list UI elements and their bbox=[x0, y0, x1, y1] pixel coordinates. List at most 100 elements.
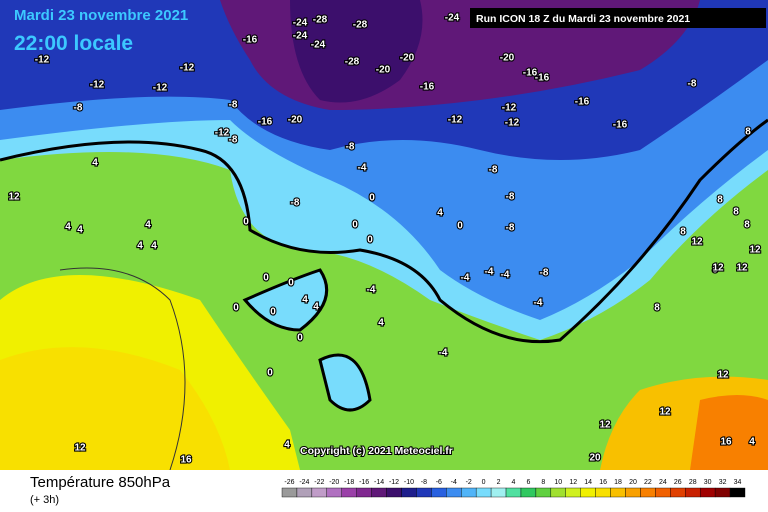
scale-swatch bbox=[670, 487, 686, 498]
isotherm-label: -16 bbox=[420, 82, 435, 93]
isotherm-label: -4 bbox=[501, 270, 510, 281]
scale-swatch bbox=[490, 487, 507, 498]
scale-label: 14 bbox=[584, 479, 592, 486]
isotherm-label: 4 bbox=[137, 241, 143, 252]
isotherm-label: -16 bbox=[243, 35, 258, 46]
scale-swatch bbox=[640, 487, 656, 498]
scale-swatch bbox=[356, 487, 372, 498]
hot-area bbox=[690, 395, 768, 470]
isotherm-label: -12 bbox=[180, 63, 195, 74]
map-date: Mardi 23 novembre 2021 bbox=[14, 7, 188, 24]
isotherm-label: -12 bbox=[35, 55, 50, 66]
isotherm-label: 8 bbox=[717, 195, 723, 206]
isotherm-label: 0 bbox=[457, 221, 463, 232]
isotherm-label: 12 bbox=[736, 263, 748, 274]
isotherm-label: 0 bbox=[288, 278, 294, 289]
isotherm bbox=[59, 267, 186, 471]
isotherm-label: -8 bbox=[346, 142, 355, 153]
scale-label: -18 bbox=[344, 479, 354, 486]
isotherm-label: 4 bbox=[77, 225, 83, 236]
scale-swatch bbox=[729, 487, 746, 498]
scale-swatch bbox=[371, 487, 387, 498]
isotherm-label: 4 bbox=[284, 440, 290, 451]
scale-swatch bbox=[446, 487, 462, 498]
isotherm-label: -12 bbox=[215, 128, 230, 139]
scale-label: -24 bbox=[299, 479, 309, 486]
isotherm-label: -8 bbox=[688, 79, 697, 90]
isotherm-label: 0 bbox=[352, 220, 358, 231]
isotherm-label: 20 bbox=[589, 453, 601, 464]
copyright: Copyright (c) 2021 Meteociel.fr bbox=[300, 445, 453, 457]
isotherm-label: -8 bbox=[74, 103, 83, 114]
isotherm-label: 16 bbox=[720, 437, 732, 448]
scale-swatch bbox=[699, 487, 716, 498]
scale-label: -8 bbox=[421, 479, 427, 486]
isotherm-label: 4 bbox=[65, 222, 71, 233]
scale-label: -2 bbox=[466, 479, 472, 486]
footer-step: (+ 3h) bbox=[30, 494, 59, 506]
scale-label: -20 bbox=[329, 479, 339, 486]
scale-swatch bbox=[341, 487, 357, 498]
scale-label: 0 bbox=[482, 479, 486, 486]
isotherm-label: -16 bbox=[258, 117, 273, 128]
scale-label: 24 bbox=[659, 479, 667, 486]
scale-label: -16 bbox=[359, 479, 369, 486]
scale-label: 18 bbox=[614, 479, 622, 486]
scale-label: 10 bbox=[554, 479, 562, 486]
isotherm-label: -28 bbox=[313, 15, 328, 26]
isotherm-label: 4 bbox=[151, 241, 157, 252]
isotherm-label: 12 bbox=[717, 370, 729, 381]
isotherm-label: 8 bbox=[654, 303, 660, 314]
isotherm-label: -8 bbox=[229, 135, 238, 146]
scale-swatch bbox=[281, 487, 298, 498]
color-scale: -26 -24 -22 -20 -18 -16 -14 -12 -10 -8 -6 -4 -2 0 2 4 6 8… bbox=[281, 479, 746, 498]
scale-label: -14 bbox=[374, 479, 384, 486]
scale-label: 20 bbox=[629, 479, 637, 486]
isotherm-label: -4 bbox=[461, 273, 470, 284]
scale-swatch bbox=[296, 487, 313, 498]
isotherm-label: 0 bbox=[270, 307, 276, 318]
isotherm-label: 12 bbox=[8, 192, 20, 203]
isotherm-label: -28 bbox=[353, 20, 368, 31]
scale-swatch bbox=[685, 487, 701, 498]
isotherm-label: 0 bbox=[243, 217, 249, 228]
isotherm-label: -20 bbox=[376, 65, 391, 76]
scale-label: 26 bbox=[674, 479, 682, 486]
scale-label: 28 bbox=[689, 479, 697, 486]
map-labels: -12-12 -12-12-16-24-24-24-28 -28-28-20-20-… bbox=[7, 12, 762, 467]
isotherm-label: -24 bbox=[445, 13, 460, 24]
isotherm-label: -16 bbox=[523, 68, 538, 79]
scale-swatch bbox=[625, 487, 641, 498]
scale-swatch bbox=[655, 487, 671, 498]
isotherm-label: -16 bbox=[613, 120, 628, 131]
isotherm-label: -24 bbox=[311, 40, 326, 51]
isotherm-label: 4 bbox=[313, 302, 319, 313]
scale-label: -26 bbox=[284, 479, 294, 486]
isotherm-0 bbox=[242, 268, 372, 412]
isotherm-label: -4 bbox=[367, 285, 376, 296]
scale-label: 2 bbox=[497, 479, 501, 486]
isotherm-label: -8 bbox=[229, 100, 238, 111]
isotherm-0 bbox=[0, 118, 768, 344]
isotherm-label: 0 bbox=[267, 368, 273, 379]
isotherm-label: -16 bbox=[575, 97, 590, 108]
isotherm-label: -12 bbox=[90, 80, 105, 91]
isotherm-label: 8 bbox=[745, 127, 751, 138]
scale-swatch bbox=[461, 487, 477, 498]
isotherm-label: 12 bbox=[691, 237, 703, 248]
isotherm-label: -8 bbox=[291, 198, 300, 209]
isotherm-label: -4 bbox=[485, 267, 494, 278]
scale-swatch bbox=[535, 487, 552, 498]
scale-swatch bbox=[550, 487, 566, 498]
isotherm-label: -8 bbox=[506, 223, 515, 234]
isotherm-label: -20 bbox=[288, 115, 303, 126]
scale-label: -6 bbox=[436, 479, 442, 486]
isotherm-label: -20 bbox=[400, 53, 415, 64]
scale-swatch bbox=[431, 487, 447, 498]
scale-label: 34 bbox=[734, 479, 742, 486]
scale-swatch bbox=[311, 487, 328, 498]
isotherm-label: 12 bbox=[659, 407, 671, 418]
scale-label: -10 bbox=[404, 479, 414, 486]
isotherm-label: -4 bbox=[439, 348, 448, 359]
